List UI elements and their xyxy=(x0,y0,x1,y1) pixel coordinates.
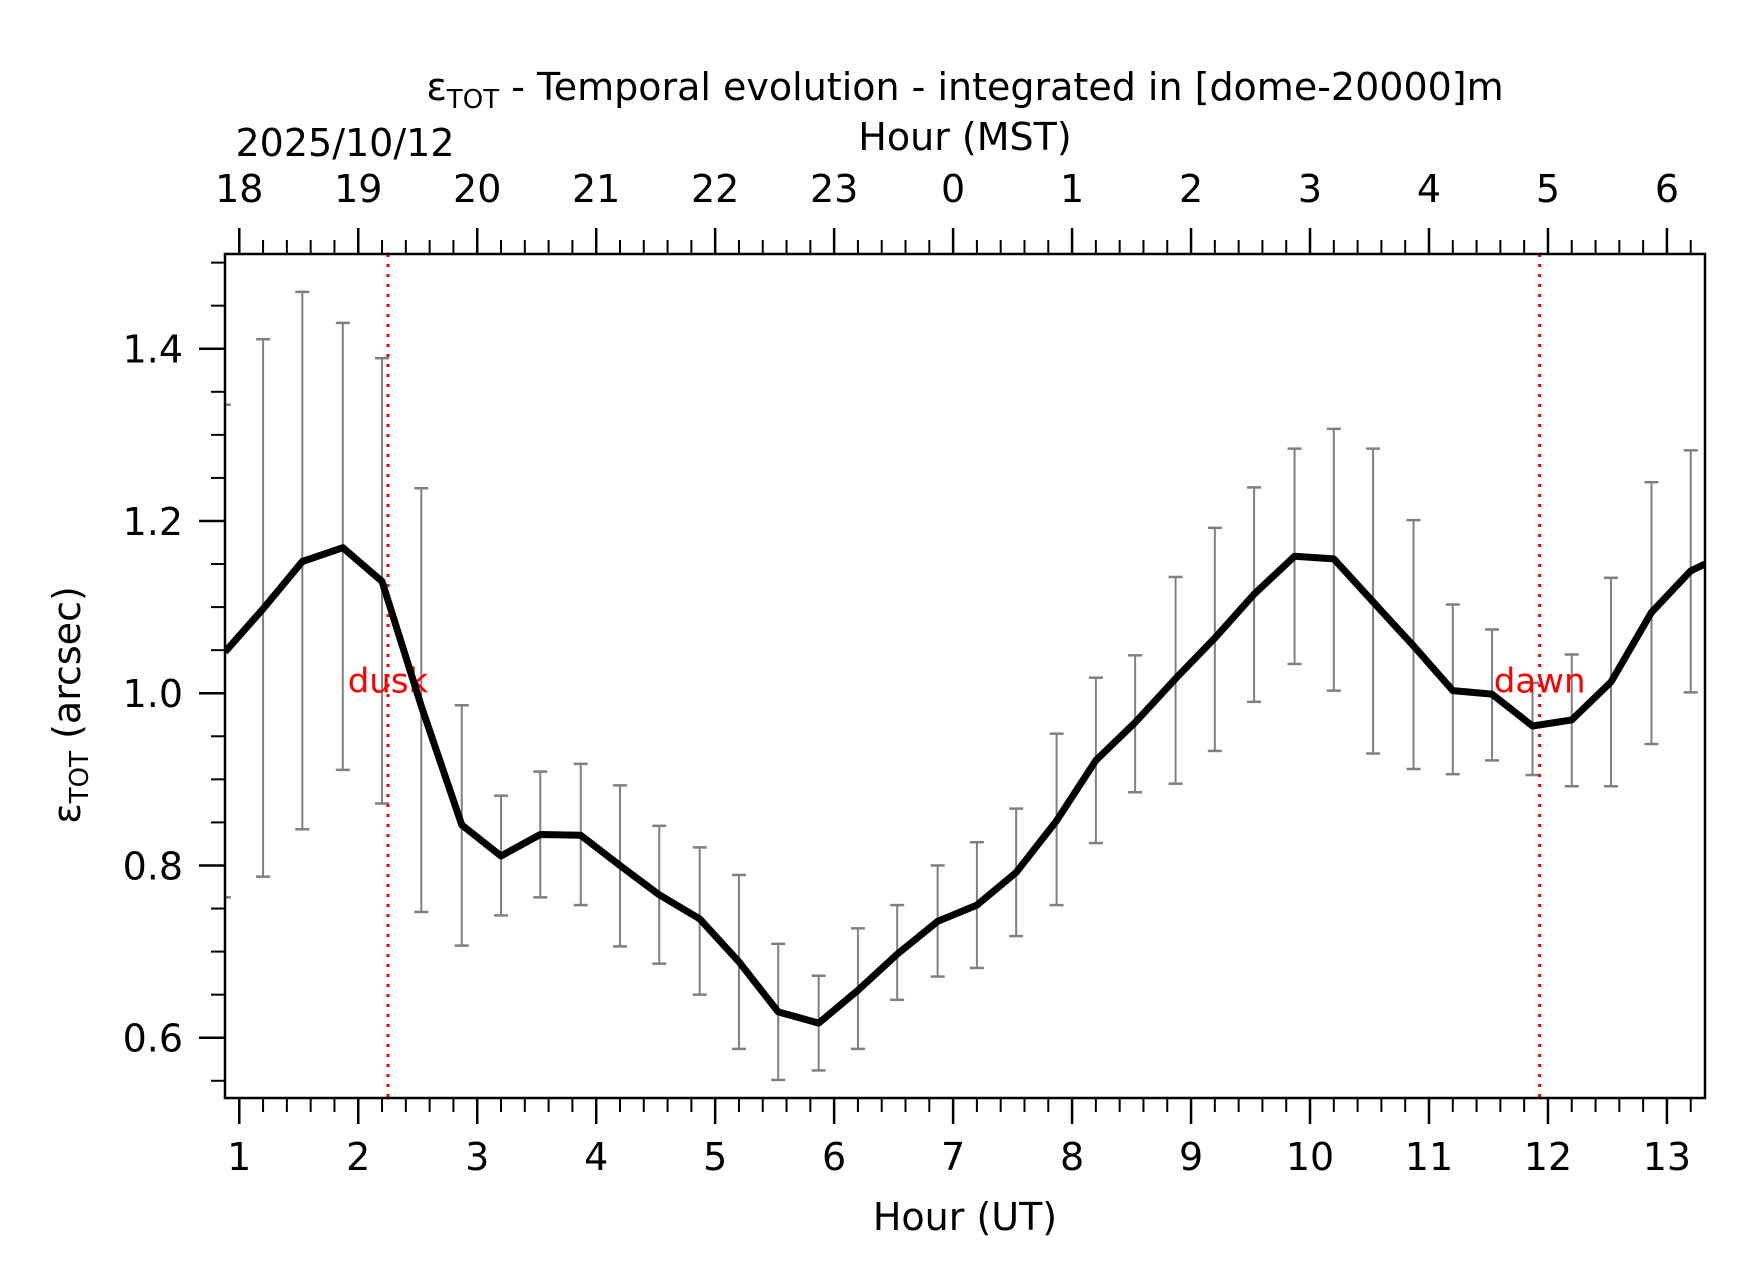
x2-tick-label: 19 xyxy=(334,167,382,211)
x2-tick-label: 4 xyxy=(1417,167,1441,211)
y-tick-label: 1.0 xyxy=(123,672,183,716)
y-tick-label: 0.8 xyxy=(123,844,183,888)
x-tick-label: 11 xyxy=(1405,1135,1453,1179)
x-axis-label: Hour (UT) xyxy=(873,1195,1057,1239)
x-tick-label: 12 xyxy=(1524,1135,1572,1179)
dawn-label: dawn xyxy=(1494,661,1586,701)
x2-tick-label: 18 xyxy=(215,167,263,211)
x-tick-label: 6 xyxy=(822,1135,846,1179)
x-tick-label: 7 xyxy=(941,1135,965,1179)
x-tick-label: 3 xyxy=(465,1135,489,1179)
tick-layer: 1182193204215226237081921031141251360.60… xyxy=(123,167,1692,1179)
x2-tick-label: 22 xyxy=(691,167,739,211)
x2-tick-label: 5 xyxy=(1536,167,1560,211)
x2-tick-label: 21 xyxy=(572,167,620,211)
series-line xyxy=(225,544,1705,1027)
chart-title: εTOT - Temporal evolution - integrated i… xyxy=(426,65,1503,115)
x2-tick-label: 20 xyxy=(453,167,501,211)
x-tick-label: 4 xyxy=(584,1135,608,1179)
x2-tick-label: 1 xyxy=(1060,167,1084,211)
x-tick-label: 1 xyxy=(227,1135,251,1179)
x-tick-label: 8 xyxy=(1060,1135,1084,1179)
x2-tick-label: 0 xyxy=(941,167,965,211)
x2-tick-label: 2 xyxy=(1179,167,1203,211)
x-tick-label: 9 xyxy=(1179,1135,1203,1179)
x-tick-label: 13 xyxy=(1643,1135,1691,1179)
y-tick-label: 1.2 xyxy=(123,500,183,544)
svg-text:εTOT (arcsec): εTOT (arcsec) xyxy=(45,586,95,824)
vline-layer: dusk dawn xyxy=(348,254,1586,1098)
x2-tick-label: 6 xyxy=(1655,167,1679,211)
x-tick-label: 2 xyxy=(346,1135,370,1179)
x2-tick-label: 23 xyxy=(810,167,858,211)
x2-tick-label: 3 xyxy=(1298,167,1322,211)
x2-axis-label: Hour (MST) xyxy=(858,115,1071,159)
y-tick-label: 1.4 xyxy=(123,328,183,372)
date-label: 2025/10/12 xyxy=(235,121,454,165)
x-tick-label: 10 xyxy=(1286,1135,1334,1179)
errorbar-layer xyxy=(225,290,1698,1082)
y-axis-label: εTOT (arcsec) xyxy=(45,586,95,824)
plot-frame xyxy=(223,252,1707,1100)
y-tick-label: 0.6 xyxy=(123,1017,183,1061)
x-tick-label: 5 xyxy=(703,1135,727,1179)
